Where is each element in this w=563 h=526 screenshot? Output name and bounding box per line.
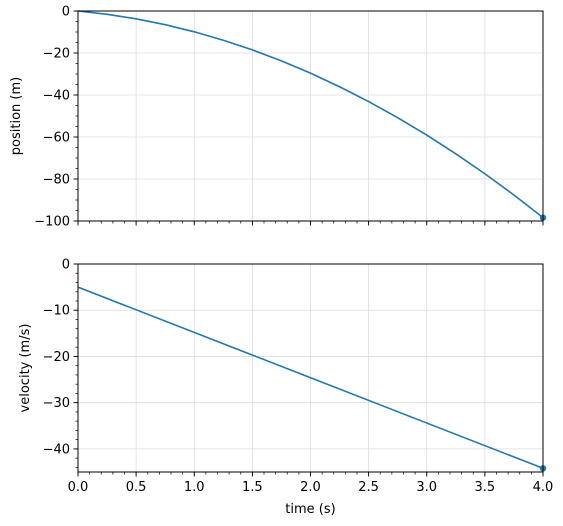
y-tick-label: 0	[62, 5, 70, 20]
y-tick-label: −40	[43, 89, 70, 104]
x-tick-label: 3.0	[416, 480, 437, 495]
x-tick-label: 4.0	[533, 480, 554, 495]
x-tick-label: 2.5	[358, 480, 379, 495]
x-tick-label: 2.0	[300, 480, 321, 495]
y-tick-label: 0	[62, 258, 70, 273]
y-tick-label: −80	[43, 173, 70, 188]
x-tick-label: 1.0	[184, 480, 205, 495]
series-line	[77, 10, 544, 219]
y-tick-label: −20	[43, 350, 70, 365]
y-tick-label: −40	[43, 442, 70, 457]
x-tick-label: 1.5	[242, 480, 263, 495]
position-tick-labels: −100 −80 −60 −40 −20 0	[34, 5, 70, 230]
x-tick-label: 3.5	[475, 480, 496, 495]
position-axes-frame	[77, 10, 544, 222]
x-tick-label: 0.5	[126, 480, 147, 495]
series-line	[77, 286, 544, 470]
velocity-major-ticks	[73, 263, 544, 477]
time-x-axis-label: time (s)	[285, 502, 335, 517]
y-tick-label: −20	[43, 47, 70, 62]
y-tick-label: −100	[34, 215, 70, 230]
x-tick-label: 0.0	[68, 480, 89, 495]
velocity-y-axis-label: velocity (m/s)	[18, 324, 33, 413]
position-subplot: −100 −80 −60 −40 −20 0 position (m)	[9, 5, 547, 230]
y-tick-label: −60	[43, 131, 70, 146]
velocity-tick-labels: 0.0 0.5 1.0 1.5 2.0 2.5 3.0 3.5 4.0 −40 −30 −20 −10 0	[43, 258, 554, 496]
position-major-ticks	[73, 10, 544, 226]
position-y-axis-label: position (m)	[9, 77, 24, 155]
velocity-axes-frame	[77, 263, 544, 473]
velocity-subplot: 0.0 0.5 1.0 1.5 2.0 2.5 3.0 3.5 4.0−40−30−20−100…	[18, 258, 553, 518]
y-tick-label: −30	[43, 396, 70, 411]
y-tick-label: −10	[43, 304, 70, 319]
